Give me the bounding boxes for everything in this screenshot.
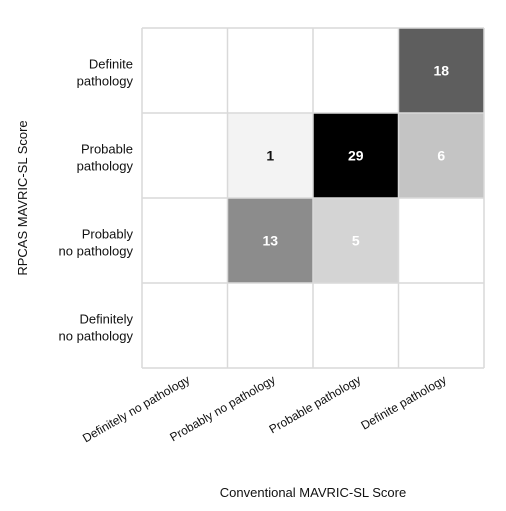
y-tick-labels: Definitely no pathology Probably no patholo… [59,57,134,344]
heatmap-cell [227,198,313,283]
y-tick-label: Probable pathology [77,142,134,174]
cell-value-label: 29 [348,148,364,164]
heatmap-cell [398,28,484,113]
heatmap-grid [141,27,485,369]
y-tick-label-line: Probably [82,227,134,242]
y-tick-label-line: Definitely [80,312,134,327]
heatmap-cell [398,113,484,198]
x-tick-label: Definite pathology [359,372,449,432]
cell-value-label: 1 [266,148,274,164]
y-axis-title: RPCAS MAVRIC-SL Score [15,120,30,275]
y-tick-label: Definite pathology [77,57,134,89]
heatmap-cell [313,113,399,198]
cell-value-label: 18 [433,63,449,79]
y-tick-label-line: no pathology [59,244,134,259]
y-tick-label-line: Definite [89,57,133,72]
heatmap-cell [313,198,399,283]
cell-value-label: 5 [352,233,360,249]
y-tick-label-line: no pathology [59,329,134,344]
cell-value-labels: 5 13 1 29 6 18 [262,63,449,249]
heatmap-cell [227,113,313,198]
x-tick-label: Probable pathology [267,372,364,436]
y-tick-label-line: pathology [77,159,134,174]
x-axis-title: Conventional MAVRIC-SL Score [220,485,406,500]
cell-value-label: 6 [437,148,445,164]
y-tick-label: Definitely no pathology [59,312,134,344]
y-tick-label-line: Probable [81,142,133,157]
cell-value-label: 13 [262,233,278,249]
y-tick-label: Probably no pathology [59,227,134,259]
y-tick-label-line: pathology [77,74,134,89]
